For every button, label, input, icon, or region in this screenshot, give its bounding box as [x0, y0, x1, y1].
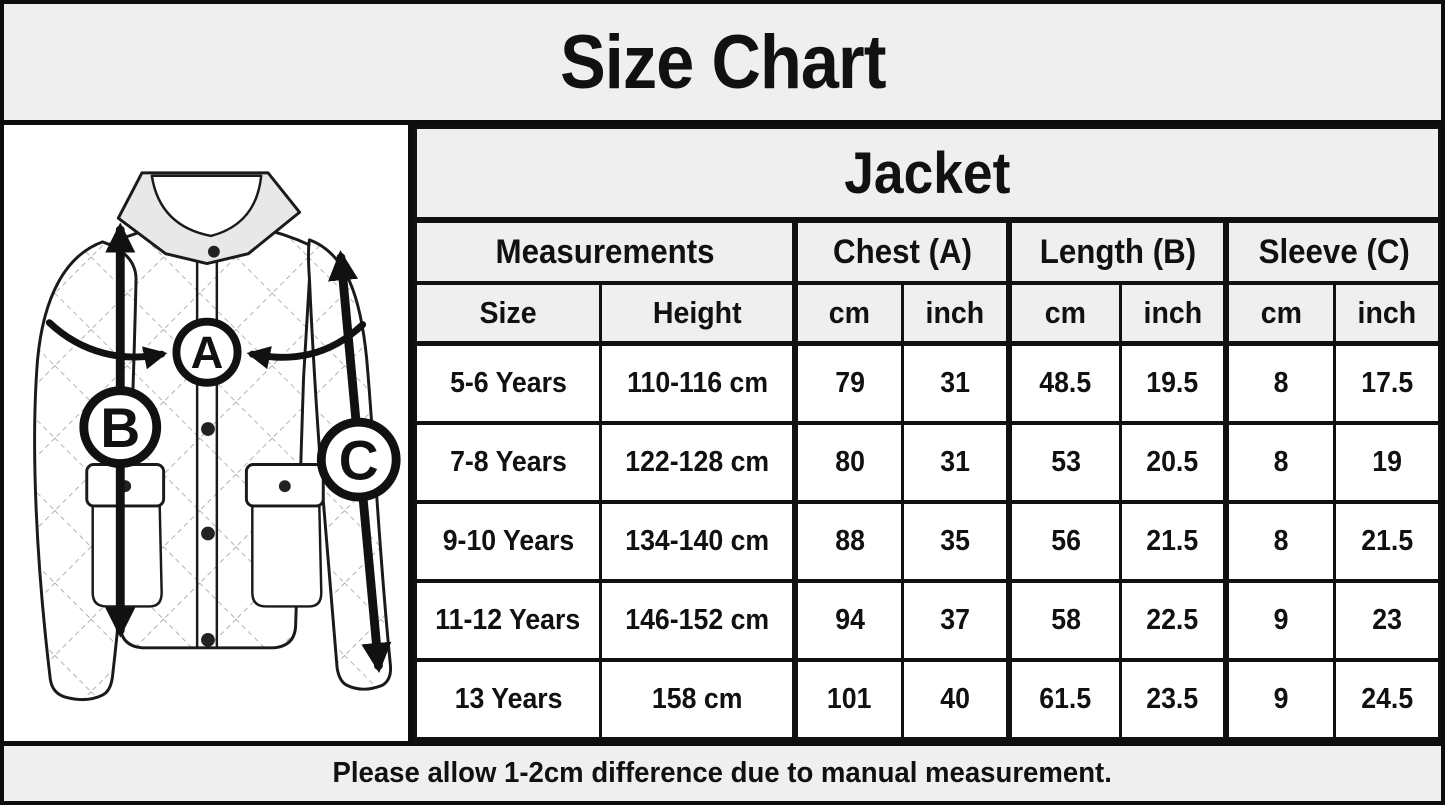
cell-sleeve-cm: 9 — [1223, 578, 1336, 662]
badge-c-circle — [316, 417, 401, 502]
cell-size: 5-6 Years — [413, 341, 603, 425]
group-header-length: Length (B) — [1006, 217, 1228, 286]
arrow-a-chest-left — [45, 319, 168, 370]
cell-length-inch: 21.5 — [1118, 499, 1228, 583]
cell-height: 146-152 cm — [599, 578, 797, 662]
cell-length-cm: 56 — [1006, 499, 1122, 583]
cell-chest-cm: 94 — [792, 578, 904, 662]
table-row: 9-10 Years 134-140 cm 88 35 56 21.5 8 21… — [413, 499, 1441, 583]
footer-note: Please allow 1-2cm difference due to man… — [332, 757, 1113, 789]
jacket-diagram-panel: A B C — [4, 125, 414, 741]
cell-height: 110-116 cm — [599, 341, 797, 425]
cell-chest-inch: 31 — [900, 341, 1011, 425]
badge-b-label: B — [100, 397, 140, 459]
badge-b-circle — [79, 386, 162, 468]
cell-length-inch: 20.5 — [1118, 420, 1228, 504]
column-header-row: Size Height cm inch cm inch cm inch — [413, 281, 1441, 346]
cell-length-inch: 22.5 — [1118, 578, 1228, 662]
table-row: 7-8 Years 122-128 cm 80 31 53 20.5 8 19 — [413, 420, 1441, 504]
col-header-length-cm: cm — [1006, 281, 1122, 346]
page-title: Size Chart — [559, 19, 886, 105]
cell-sleeve-cm: 8 — [1223, 499, 1336, 583]
table-title-row: Jacket — [414, 124, 1441, 223]
cell-sleeve-cm: 8 — [1223, 420, 1336, 504]
cell-sleeve-inch: 19 — [1332, 420, 1441, 504]
table-row: 13 Years 158 cm 101 40 61.5 23.5 9 24.5 — [413, 657, 1441, 742]
cell-chest-inch: 37 — [900, 578, 1011, 662]
badge-c-label: C — [339, 429, 379, 491]
main-area: A B C Jacket — [4, 124, 1441, 742]
cell-sleeve-inch: 21.5 — [1332, 499, 1441, 583]
cell-length-inch: 19.5 — [1118, 341, 1228, 425]
cell-chest-cm: 80 — [792, 420, 904, 504]
cell-sleeve-cm: 8 — [1223, 341, 1336, 425]
cell-length-cm: 58 — [1006, 578, 1122, 662]
cell-size: 11-12 Years — [413, 578, 603, 662]
jacket-illustration: A B C — [33, 171, 401, 702]
cell-length-inch: 23.5 — [1118, 657, 1228, 742]
cell-size: 13 Years — [413, 657, 603, 742]
col-header-sleeve-cm: cm — [1223, 281, 1336, 346]
group-header-measurements: Measurements — [414, 217, 797, 286]
jacket-buttons — [201, 422, 215, 647]
col-header-height: Height — [599, 281, 797, 346]
cell-size: 9-10 Years — [413, 499, 603, 583]
group-header-sleeve: Sleeve (C) — [1223, 217, 1441, 286]
cell-chest-inch: 40 — [900, 657, 1011, 742]
group-header-row: Measurements Chest (A) Length (B) Sleeve… — [414, 217, 1441, 286]
cell-height: 158 cm — [599, 657, 797, 742]
jacket-collar — [116, 171, 302, 265]
table-title-cell: Jacket — [414, 124, 1441, 223]
col-header-length-inch: inch — [1118, 281, 1228, 346]
group-header-chest: Chest (A) — [792, 217, 1011, 286]
cell-chest-cm: 88 — [792, 499, 904, 583]
cell-sleeve-inch: 23 — [1332, 578, 1441, 662]
cell-sleeve-cm: 9 — [1223, 657, 1336, 742]
cell-height: 122-128 cm — [599, 420, 797, 504]
size-table: Jacket Measurements Chest (A) Length (B)… — [413, 124, 1441, 742]
cell-length-cm: 48.5 — [1006, 341, 1122, 425]
title-bar: Size Chart — [4, 4, 1441, 125]
cell-length-cm: 61.5 — [1006, 657, 1122, 742]
measurement-badges: A B C — [79, 317, 401, 502]
cell-sleeve-inch: 17.5 — [1332, 341, 1441, 425]
table-row: 5-6 Years 110-116 cm 79 31 48.5 19.5 8 1… — [413, 341, 1441, 425]
badge-a-label: A — [191, 327, 224, 378]
cell-chest-inch: 31 — [900, 420, 1011, 504]
cell-height: 134-140 cm — [599, 499, 797, 583]
badge-a-circle — [172, 317, 242, 387]
col-header-chest-cm: cm — [792, 281, 904, 346]
col-header-chest-inch: inch — [900, 281, 1011, 346]
cell-length-cm: 53 — [1006, 420, 1122, 504]
col-header-sleeve-inch: inch — [1332, 281, 1441, 346]
table-row: 11-12 Years 146-152 cm 94 37 58 22.5 9 2… — [413, 578, 1441, 662]
cell-chest-cm: 101 — [792, 657, 904, 742]
size-table-panel: Jacket Measurements Chest (A) Length (B)… — [413, 124, 1441, 742]
arrow-a-chest-right — [246, 321, 367, 370]
col-header-size: Size — [413, 281, 603, 346]
footer-note-bar: Please allow 1-2cm difference due to man… — [4, 741, 1441, 801]
cell-size: 7-8 Years — [413, 420, 603, 504]
cell-chest-inch: 35 — [900, 499, 1011, 583]
cell-sleeve-inch: 24.5 — [1332, 657, 1441, 742]
cell-chest-cm: 79 — [792, 341, 904, 425]
